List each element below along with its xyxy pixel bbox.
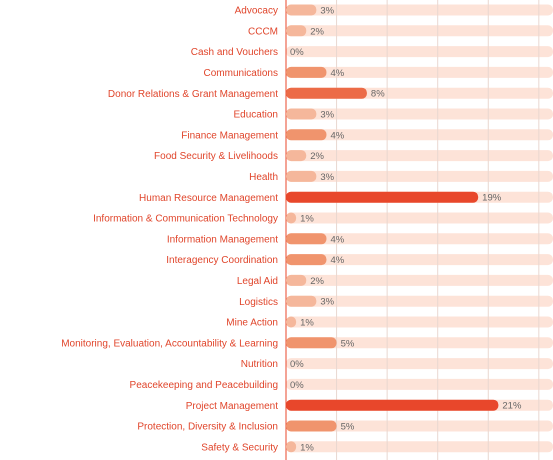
value-label: 8%: [371, 89, 385, 100]
track: [286, 337, 553, 349]
category-label: Peacekeeping and Peacebuilding: [130, 380, 278, 391]
category-label: Project Management: [186, 401, 278, 412]
category-label: Mine Action: [226, 318, 278, 329]
category-label: Logistics: [239, 297, 278, 308]
bars: 3% 2% 0% 4% 8% 3% 4% 2% 3% 19% 1% 4% 4% 2% 3% 1% 5% 0% 0% 2…: [286, 4, 522, 453]
bar: [286, 399, 499, 411]
value-label: 3%: [320, 297, 334, 308]
value-label: 5%: [341, 338, 355, 349]
value-label: 4%: [330, 234, 344, 245]
track: [286, 295, 553, 307]
value-label: 0%: [290, 380, 304, 391]
category-label: Finance Management: [181, 130, 278, 141]
bar: [286, 170, 317, 182]
category-label: Protection, Diversity & Inclusion: [137, 422, 278, 433]
category-label: Advocacy: [235, 6, 278, 17]
category-label: Information & Communication Technology: [93, 214, 278, 225]
track: [286, 254, 553, 266]
value-label: 5%: [341, 422, 355, 433]
value-label: 21%: [502, 401, 522, 412]
category-label: Human Resource Management: [139, 193, 278, 204]
track: [286, 46, 553, 58]
bar: [286, 66, 327, 78]
category-label: Donor Relations & Grant Management: [108, 89, 278, 100]
bar: [286, 233, 327, 245]
track: [286, 25, 553, 37]
track: [286, 108, 553, 120]
category-label: Nutrition: [241, 359, 278, 370]
track: [286, 233, 553, 245]
bar: [286, 108, 317, 120]
bar: [286, 4, 317, 16]
bar: [286, 337, 337, 349]
track: [286, 170, 553, 182]
value-label: 1%: [300, 318, 314, 329]
track: [286, 441, 553, 453]
category-label: Information Management: [167, 234, 278, 245]
bar: [286, 87, 367, 99]
bar: [286, 316, 297, 328]
track: [286, 4, 553, 16]
track: [286, 66, 553, 78]
category-label: Communications: [204, 68, 278, 79]
bar: [286, 274, 307, 286]
value-label: 1%: [300, 214, 314, 225]
value-label: 3%: [320, 6, 334, 17]
track: [286, 274, 553, 286]
grid: [285, 0, 540, 460]
category-label: Monitoring, Evaluation, Accountability &…: [61, 338, 278, 349]
bar: [286, 129, 327, 141]
value-label: 2%: [310, 276, 324, 287]
bar: [286, 295, 317, 307]
track: [286, 212, 553, 224]
category-label: Safety & Security: [201, 442, 278, 453]
bar: [286, 441, 297, 453]
value-label: 0%: [290, 359, 304, 370]
track: [286, 129, 553, 141]
value-label: 19%: [482, 193, 502, 204]
track: [286, 378, 553, 390]
value-label: 4%: [330, 255, 344, 266]
value-label: 3%: [320, 110, 334, 121]
bar: [286, 25, 307, 37]
value-label: 4%: [330, 130, 344, 141]
track: [286, 150, 553, 162]
bar: [286, 254, 327, 266]
track: [286, 316, 553, 328]
category-label: Health: [249, 172, 278, 183]
value-label: 3%: [320, 172, 334, 183]
value-label: 2%: [310, 26, 324, 37]
value-label: 0%: [290, 47, 304, 58]
category-label: Interagency Coordination: [166, 255, 278, 266]
category-label: Education: [234, 110, 278, 121]
bar: [286, 150, 307, 162]
bar: [286, 420, 337, 432]
track: [286, 358, 553, 370]
track: [286, 420, 553, 432]
bar: [286, 212, 297, 224]
category-label: Food Security & Livelihoods: [154, 151, 278, 162]
bar: [286, 191, 479, 203]
value-label: 4%: [330, 68, 344, 79]
tracks: [286, 4, 553, 453]
category-label: CCCM: [248, 26, 278, 37]
value-label: 2%: [310, 151, 324, 162]
category-label: Cash and Vouchers: [191, 47, 278, 58]
value-label: 1%: [300, 442, 314, 453]
category-label: Legal Aid: [237, 276, 278, 287]
